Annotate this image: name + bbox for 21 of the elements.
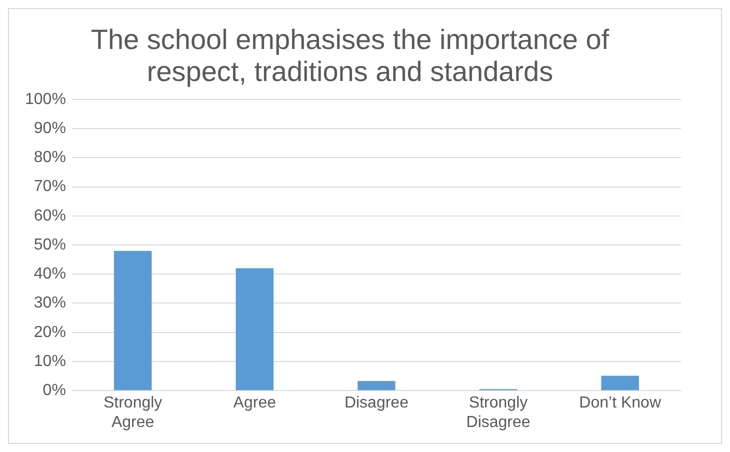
x-tick-label: Strongly Agree [103, 394, 162, 431]
bar [236, 268, 274, 390]
x-tick-label: Don’t Know [579, 394, 662, 412]
y-tick-label: 20% [34, 324, 66, 341]
y-tick-label: 0% [42, 382, 66, 400]
y-tick-label: 70% [34, 178, 66, 196]
bar [601, 376, 639, 390]
y-tick-label: 40% [34, 266, 66, 283]
y-tick-label: 90% [34, 120, 66, 137]
y-tick-label: 50% [34, 236, 66, 254]
x-tick-label: Strongly Disagree [466, 394, 530, 431]
y-tick-label: 10% [34, 352, 66, 370]
y-tick-label: 100% [25, 90, 66, 108]
chart-title: The school emphasises the importance of respect, traditions and standards [90, 24, 610, 88]
y-tick-label: 30% [34, 294, 66, 312]
bar [114, 250, 152, 390]
bar [358, 380, 396, 390]
x-tick-label: Agree [233, 394, 276, 412]
y-tick-label: 80% [34, 149, 66, 166]
x-tick-label: Disagree [344, 394, 409, 412]
y-tick-label: 60% [34, 207, 66, 224]
